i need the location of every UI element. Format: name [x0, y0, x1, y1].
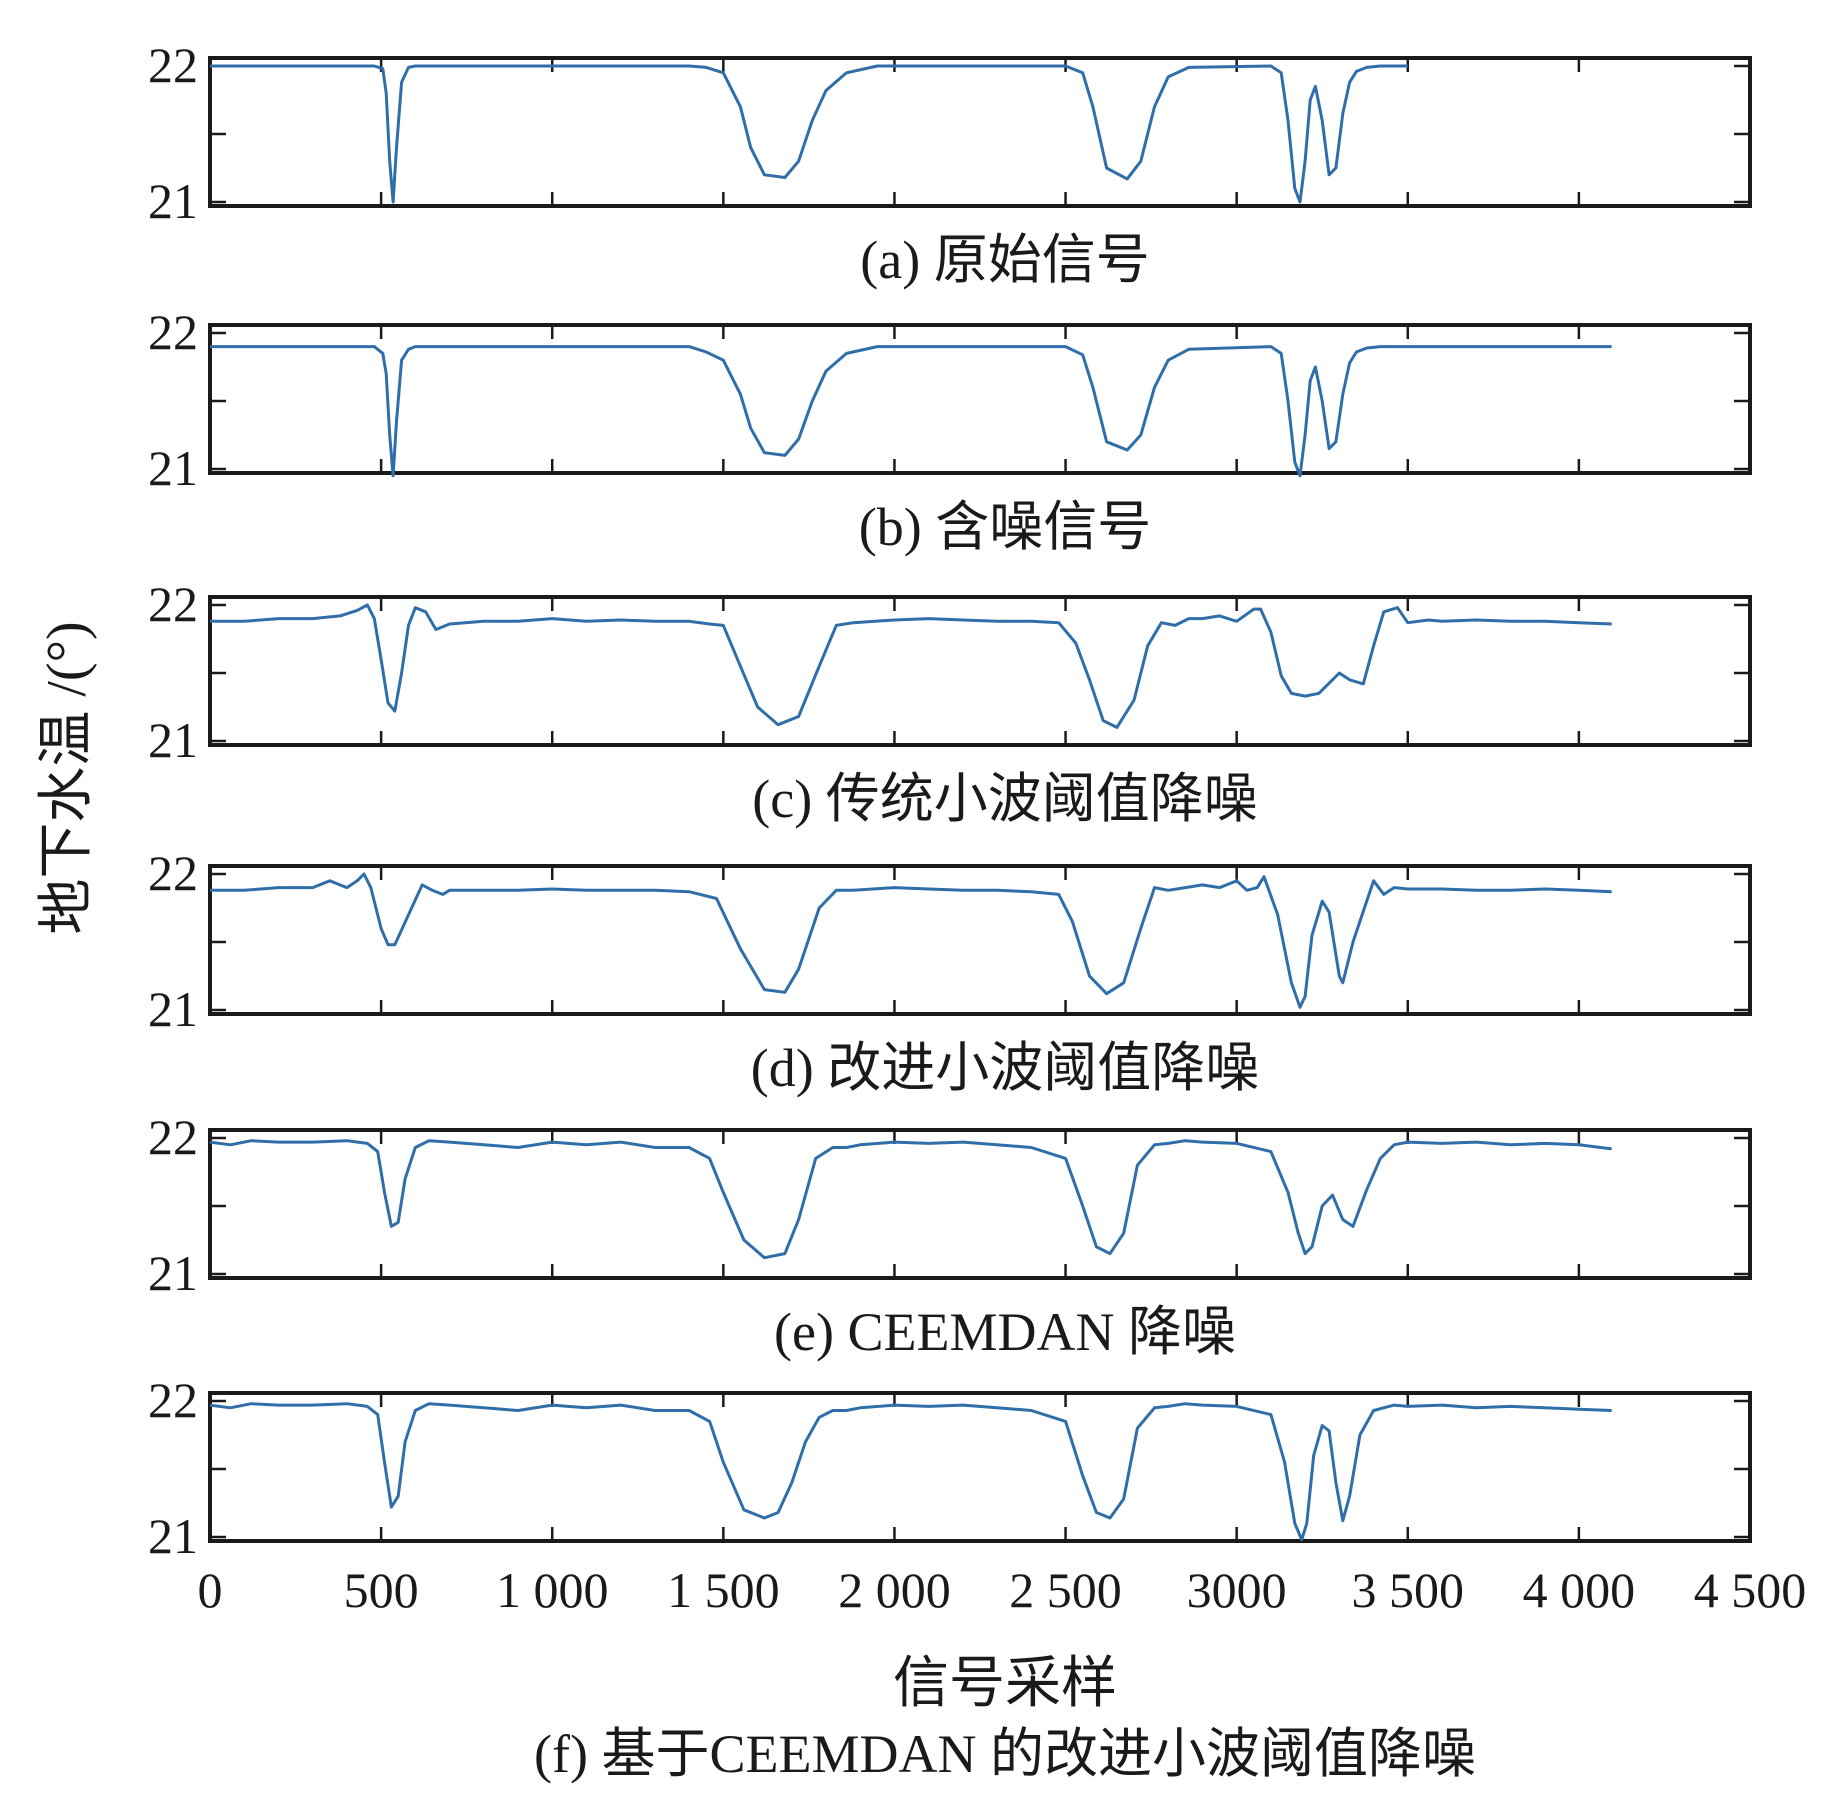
x-tick-label: 0	[198, 1562, 223, 1618]
x-tick-label: 4 000	[1523, 1562, 1636, 1618]
panel-frame	[208, 595, 1752, 747]
panel-frame	[208, 1128, 1752, 1280]
panel-caption: (b) 含噪信号	[859, 497, 1151, 557]
series-line	[210, 603, 1612, 729]
y-tick-label: 22	[148, 1372, 198, 1428]
panel-f: 22 21 (f) 基于CEEMDAN 的改进小波阈值降噪	[148, 1372, 1752, 1784]
y-tick-label: 22	[148, 1109, 198, 1165]
series-line	[210, 64, 1408, 204]
panel-caption: (d) 改进小波阈值降噪	[751, 1038, 1259, 1098]
y-tick-label: 21	[148, 440, 198, 496]
y-tick-label: 21	[148, 1508, 198, 1564]
x-tick-label: 2 500	[1009, 1562, 1122, 1618]
panel-caption: (a) 原始信号	[860, 230, 1149, 290]
y-tick-label: 22	[148, 576, 198, 632]
x-tick-label: 3 500	[1352, 1562, 1465, 1618]
x-tick-label: 1 500	[667, 1562, 780, 1618]
panel-frame	[208, 864, 1752, 1016]
panel-b: 22 21 (b) 含噪信号	[148, 304, 1752, 557]
panels: 22 21 (a) 原始信号 22 21 (b) 含噪信号 22 21 (c) 传统小波阈值降噪…	[148, 37, 1752, 1784]
panel-caption: (f) 基于CEEMDAN 的改进小波阈值降噪	[534, 1724, 1476, 1784]
y-axis-title: 地下水温 /(°)	[36, 621, 98, 934]
x-tick-label: 1 000	[496, 1562, 609, 1618]
series-line	[210, 872, 1612, 1009]
panel-frame	[208, 323, 1752, 475]
panel-frame	[208, 56, 1752, 208]
x-tick-label: 500	[344, 1562, 419, 1618]
y-tick-label: 22	[148, 845, 198, 901]
series-line	[209, 1402, 1612, 1542]
y-tick-label: 21	[148, 981, 198, 1037]
panel-e: 22 21 (e) CEEMDAN 降噪	[148, 1109, 1752, 1362]
x-axis-tick-labels: 0 500 1 000 1 500 2 000 2 500 3000 3 500 4 000 4 …	[198, 1562, 1807, 1618]
panel-d: 22 21 (d) 改进小波阈值降噪	[148, 845, 1752, 1098]
x-tick-label: 3000	[1187, 1562, 1287, 1618]
series-line	[209, 1139, 1612, 1260]
x-tick-label: 4 500	[1694, 1562, 1807, 1618]
y-tick-label: 22	[148, 304, 198, 360]
panel-a: 22 21 (a) 原始信号	[148, 37, 1752, 290]
y-tick-label: 21	[148, 173, 198, 229]
series-line	[210, 345, 1612, 478]
y-tick-label: 21	[148, 712, 198, 768]
x-tick-label: 2 000	[838, 1562, 951, 1618]
panel-caption: (c) 传统小波阈值降噪	[752, 769, 1257, 829]
y-tick-label: 21	[148, 1245, 198, 1301]
x-axis-title: 信号采样	[893, 1653, 1117, 1715]
panel-caption: (e) CEEMDAN 降噪	[774, 1302, 1236, 1362]
y-tick-label: 22	[148, 37, 198, 93]
panel-c: 22 21 (c) 传统小波阈值降噪	[148, 576, 1752, 829]
panel-frame	[208, 1391, 1752, 1543]
